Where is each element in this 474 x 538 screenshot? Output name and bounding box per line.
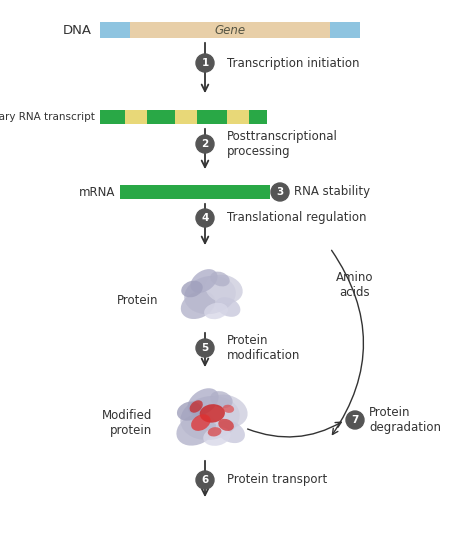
Text: Protein
degradation: Protein degradation — [369, 406, 441, 434]
Text: Protein
modification: Protein modification — [227, 334, 301, 362]
Text: 2: 2 — [201, 139, 209, 149]
Ellipse shape — [210, 391, 233, 408]
Ellipse shape — [217, 421, 245, 443]
Bar — [227, 110, 249, 124]
Bar — [100, 22, 130, 38]
Ellipse shape — [190, 400, 203, 413]
Circle shape — [196, 135, 214, 153]
Ellipse shape — [210, 272, 230, 286]
Ellipse shape — [205, 274, 243, 303]
Text: 5: 5 — [201, 343, 209, 353]
Ellipse shape — [200, 404, 225, 423]
Bar — [100, 110, 125, 124]
Circle shape — [196, 209, 214, 227]
Text: Gene: Gene — [214, 24, 246, 37]
Text: 4: 4 — [201, 213, 209, 223]
Bar — [330, 22, 360, 38]
Ellipse shape — [191, 269, 218, 293]
Text: RNA stability: RNA stability — [294, 186, 370, 199]
Ellipse shape — [181, 281, 203, 298]
Ellipse shape — [184, 276, 236, 314]
Ellipse shape — [205, 394, 247, 428]
Circle shape — [196, 471, 214, 489]
Circle shape — [196, 54, 214, 72]
Ellipse shape — [181, 291, 215, 319]
Ellipse shape — [216, 297, 240, 317]
Text: Protein transport: Protein transport — [227, 473, 327, 486]
Text: Primary RNA transcript: Primary RNA transcript — [0, 112, 95, 122]
Ellipse shape — [191, 414, 210, 431]
Bar — [147, 110, 175, 124]
Text: Posttranscriptional
processing: Posttranscriptional processing — [227, 130, 338, 158]
Ellipse shape — [177, 401, 201, 421]
Text: Transcription initiation: Transcription initiation — [227, 56, 359, 69]
Circle shape — [196, 339, 214, 357]
Circle shape — [271, 183, 289, 201]
Ellipse shape — [204, 303, 228, 319]
Ellipse shape — [176, 413, 216, 445]
Circle shape — [346, 411, 364, 429]
Bar — [197, 110, 227, 124]
Ellipse shape — [219, 419, 234, 431]
Bar — [130, 22, 330, 38]
Text: Protein: Protein — [117, 294, 158, 307]
Text: 3: 3 — [276, 187, 283, 197]
Text: 6: 6 — [201, 475, 209, 485]
Bar — [120, 185, 270, 199]
Ellipse shape — [180, 396, 240, 440]
Bar — [249, 110, 267, 124]
Bar — [125, 110, 147, 124]
Text: Modified
protein: Modified protein — [101, 409, 152, 437]
Text: Amino
acids: Amino acids — [336, 271, 374, 299]
Ellipse shape — [208, 427, 221, 436]
Ellipse shape — [188, 388, 219, 415]
Text: mRNA: mRNA — [79, 186, 115, 199]
Text: 1: 1 — [201, 58, 209, 68]
Ellipse shape — [223, 405, 234, 413]
Text: DNA: DNA — [63, 24, 92, 37]
Bar — [175, 110, 197, 124]
Ellipse shape — [203, 427, 230, 446]
Text: Translational regulation: Translational regulation — [227, 211, 366, 224]
Text: 7: 7 — [351, 415, 359, 425]
